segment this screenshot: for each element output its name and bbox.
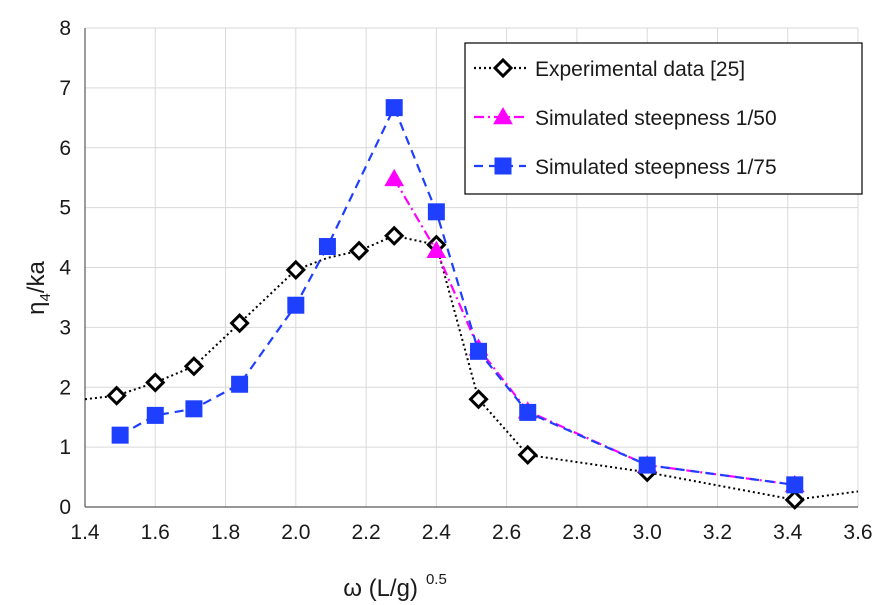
data-point [385, 99, 403, 117]
y-axis-title: η4/ka [23, 260, 54, 314]
data-point [145, 372, 166, 393]
x-tick-label: 2.6 [492, 521, 521, 544]
data-point [111, 426, 129, 444]
legend-item: Simulated steepness 1/75 [474, 156, 777, 179]
y-tick-label: 7 [59, 77, 71, 100]
legend-box [464, 42, 863, 195]
data-point [231, 375, 249, 393]
data-point [470, 342, 488, 360]
data-point [348, 240, 370, 261]
y-tick-label: 5 [59, 197, 71, 220]
y-tick-label: 4 [59, 257, 71, 280]
data-point [106, 385, 127, 406]
series-experimental-data-25 [84, 225, 859, 510]
y-tick-label: 8 [59, 17, 71, 40]
series-simulated-steepness-1-75 [111, 99, 804, 494]
legend-marker [492, 57, 514, 79]
x-tick-label: 1.8 [211, 521, 240, 544]
x-axis-title-superscript: 0.5 [426, 571, 447, 588]
x-axis-title-main: ω (L/g) [343, 575, 418, 602]
data-point [519, 403, 537, 421]
y-axis-title-main: η [23, 302, 50, 315]
x-tick-label: 3.2 [703, 521, 732, 544]
y-tick-label: 6 [59, 137, 71, 160]
data-point [468, 389, 489, 410]
x-tick-label: 2.4 [422, 521, 452, 544]
data-point [285, 259, 306, 281]
data-point [384, 168, 405, 187]
legend-item: Experimental data [25] [474, 57, 745, 81]
data-point [384, 225, 405, 246]
y-tick-label: 3 [59, 316, 71, 339]
data-point [183, 356, 205, 377]
y-tick-labels: 0 1 2 3 4 5 6 7 8 [59, 17, 71, 519]
x-tick-label: 3.6 [843, 521, 872, 544]
x-axis-title: ω (L/g) 0.5 [343, 571, 447, 602]
y-tick-label: 0 [59, 496, 71, 519]
data-point [784, 489, 805, 510]
axes [84, 28, 858, 508]
x-tick-label: 1.4 [70, 521, 100, 544]
data-point [185, 400, 203, 418]
legend-item: Simulated steepness 1/50 [474, 106, 777, 130]
y-axis-title-subscript: 4 [37, 293, 54, 301]
data-point [318, 238, 336, 256]
data-point [517, 444, 538, 466]
data-point [146, 406, 164, 424]
legend-label: Experimental data [25] [535, 58, 745, 81]
x-tick-label: 3.4 [773, 521, 803, 544]
legend-marker [494, 157, 512, 175]
series-simulated-steepness-1-50 [384, 168, 805, 493]
legend: Experimental data [25] Simulated steepnes… [464, 42, 863, 195]
y-tick-label: 2 [59, 376, 71, 399]
data-point [229, 313, 250, 334]
data-point [786, 476, 804, 494]
series-line [393, 178, 795, 486]
legend-marker [493, 106, 513, 125]
data-point [427, 203, 445, 221]
x-tick-label: 1.6 [141, 521, 170, 544]
data-point [287, 296, 305, 314]
legend-label: Simulated steepness 1/75 [535, 156, 777, 179]
x-tick-labels: 1.4 1.6 1.8 2.0 2.2 2.4 2.6 2.8 3.0 3.2 3.4 3.6 [70, 521, 872, 544]
data-point [638, 456, 656, 474]
legend-items: Experimental data [25] Simulated steepnes… [474, 57, 777, 179]
x-tick-label: 2.0 [281, 521, 310, 544]
x-tick-label: 2.8 [562, 521, 591, 544]
y-axis-title-rest: /ka [23, 260, 50, 293]
series [84, 99, 859, 510]
data-point [426, 240, 447, 258]
x-tick-label: 3.0 [633, 521, 662, 544]
y-tick-label: 1 [59, 436, 71, 459]
x-tick-label: 2.2 [351, 521, 380, 544]
legend-label: Simulated steepness 1/50 [535, 107, 777, 130]
